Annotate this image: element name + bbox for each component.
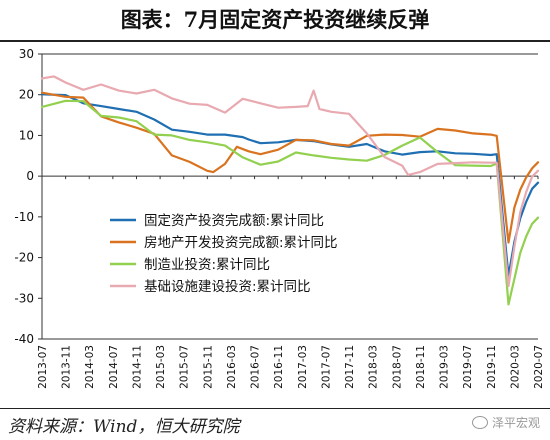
x-tick-label: 2018-07: [391, 345, 403, 389]
x-tick-label: 2019-03: [439, 345, 451, 389]
y-tick-label: 20: [19, 88, 34, 102]
y-tick-label: -40: [14, 332, 34, 346]
y-tick-label: -30: [14, 291, 34, 305]
x-tick-label: 2016-03: [226, 345, 238, 389]
source-divider: [0, 408, 550, 409]
x-tick-label: 2014-11: [131, 345, 143, 389]
x-tick-label: 2017-07: [320, 345, 332, 389]
x-tick-label: 2020-07: [533, 345, 545, 389]
legend-label: 制造业投资:累计同比: [144, 257, 270, 273]
title-divider: [0, 40, 550, 42]
legend-label: 基础设施建设投资:累计同比: [144, 278, 311, 295]
wechat-icon: [471, 416, 488, 429]
x-tick-label: 2014-07: [108, 345, 120, 389]
chart-title: 图表：7月固定资产投资继续反弹: [120, 7, 430, 32]
x-tick-label: 2014-03: [84, 345, 96, 389]
title-bar: 图表：7月固定资产投资继续反弹: [0, 0, 550, 40]
source-note: 资料来源：Wind，恒大研究院: [8, 417, 240, 437]
x-tick-label: 2016-07: [250, 345, 262, 389]
x-tick-label: 2019-11: [486, 345, 498, 389]
x-tick-label: 2020-03: [509, 345, 521, 389]
x-tick-label: 2018-11: [415, 345, 427, 389]
x-tick-label: 2017-11: [344, 345, 356, 389]
y-tick-label: 10: [19, 128, 34, 142]
x-tick-label: 2015-07: [179, 345, 191, 389]
y-tick-label: 0: [26, 169, 34, 183]
y-tick-label: 30: [19, 47, 34, 61]
x-tick-label: 2018-03: [368, 345, 380, 389]
x-tick-label: 2013-11: [61, 345, 73, 389]
chart-area: 30 20 10 0 -10 -20 -30 -40 2013-07 2013-11 2014-03…: [0, 44, 550, 406]
x-tick-label: 2013-07: [37, 345, 49, 389]
watermark: 泽平宏观: [471, 414, 540, 431]
x-tick-label: 2019-07: [462, 345, 474, 389]
series-line-3: [40, 99, 540, 306]
legend-label: 房地产开发投资完成额:累计同比: [144, 235, 338, 251]
y-tick-label: -20: [14, 251, 34, 265]
x-tick-label: 2015-11: [202, 345, 214, 389]
series-line-2: [40, 91, 540, 244]
watermark-label: 泽平宏观: [491, 416, 540, 430]
series-line-4: [40, 75, 540, 288]
x-tick-label: 2017-03: [297, 345, 309, 389]
legend-label: 固定资产投资完成额:累计同比: [144, 213, 324, 229]
y-tick-label: -10: [14, 210, 34, 224]
x-tick-label: 2016-11: [273, 345, 285, 389]
x-tick-label: 2015-03: [155, 345, 167, 389]
